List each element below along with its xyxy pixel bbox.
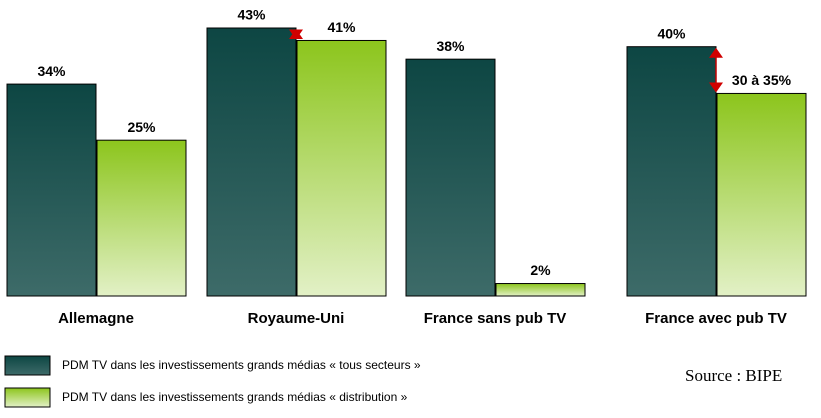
x-tick-label: France sans pub TV (424, 310, 567, 327)
value-label: 41% (327, 19, 356, 35)
bar (626, 46, 717, 297)
x-tick-label: Royaume-Uni (248, 310, 345, 327)
legend-swatch (4, 387, 51, 408)
value-label: 2% (530, 262, 551, 278)
bar (96, 139, 187, 297)
x-tick-label: France avec pub TV (645, 310, 787, 327)
value-label: 43% (237, 7, 266, 23)
arrow-head (709, 47, 723, 58)
legend-label: PDM TV dans les investissements grands m… (62, 390, 408, 404)
arrow-head (709, 82, 723, 93)
bar (296, 39, 387, 297)
bar (405, 58, 496, 297)
legend-swatch (4, 355, 51, 376)
value-label: 25% (127, 119, 156, 135)
legend-label: PDM TV dans les investissements grands m… (62, 358, 421, 372)
value-label: 30 à 35% (732, 72, 792, 88)
x-tick-label: Allemagne (58, 310, 134, 327)
arrow-head (289, 29, 303, 40)
bar (716, 92, 807, 297)
value-label: 38% (436, 38, 465, 54)
source: Source : BIPE (685, 366, 782, 385)
bar (206, 27, 297, 297)
bar (6, 83, 97, 297)
bar (495, 283, 586, 297)
value-label: 40% (657, 25, 686, 41)
value-label: 34% (37, 63, 66, 79)
